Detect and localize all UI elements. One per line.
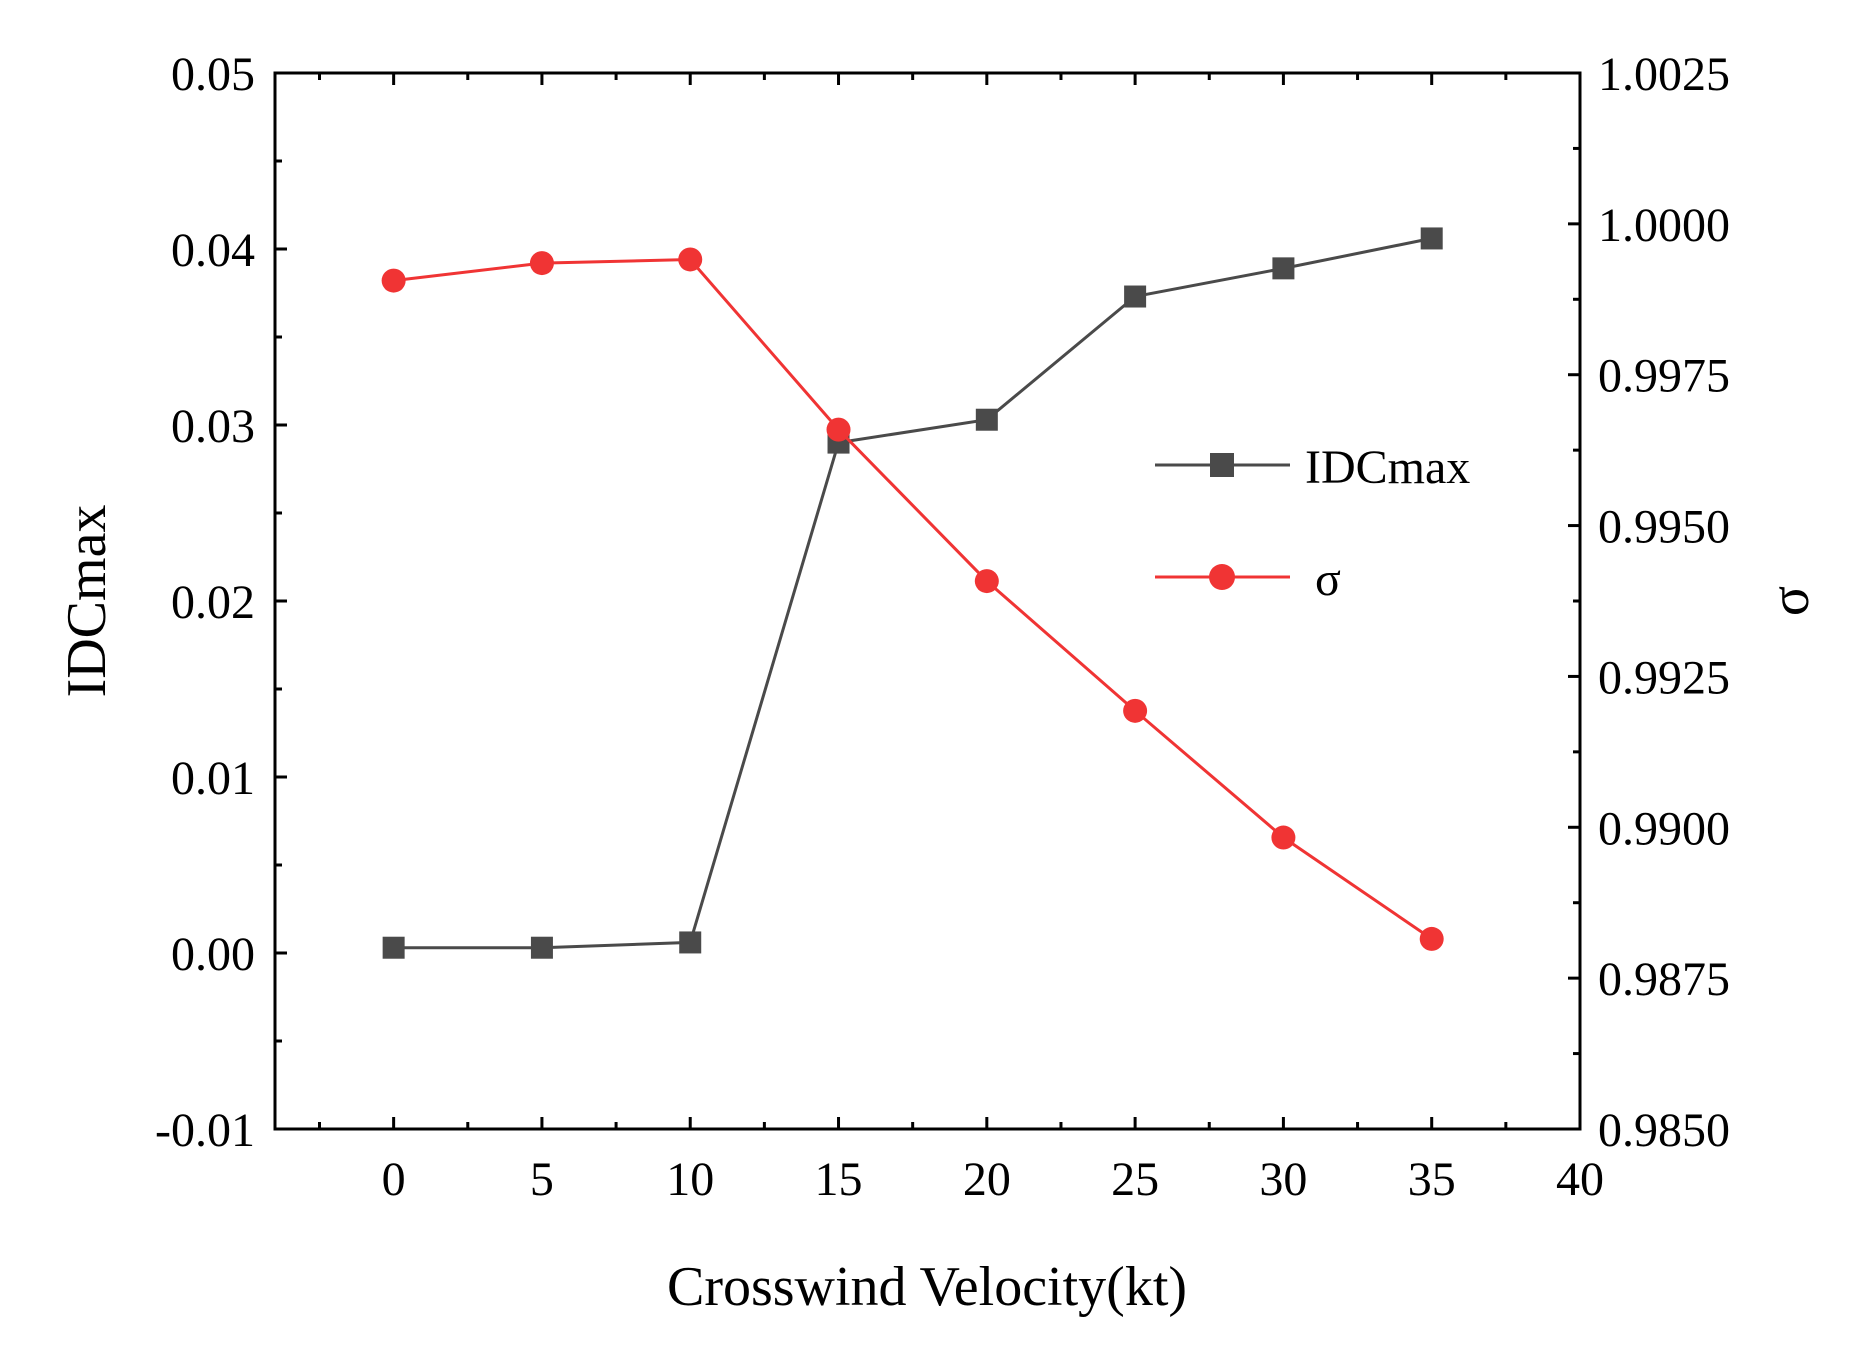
y-right-tick-label: 0.9975 xyxy=(1598,350,1730,403)
y-axis-right-title: σ xyxy=(1759,586,1821,616)
data-point-idcmax xyxy=(1124,285,1147,308)
legend-marker-idcmax xyxy=(1210,453,1234,477)
y-left-tick-label: 0.01 xyxy=(171,752,255,805)
x-tick-label: 5 xyxy=(530,1153,554,1206)
y-left-tick-label: 0.04 xyxy=(171,224,255,277)
y-right-tick-label: 1.0000 xyxy=(1598,199,1730,252)
plot-content xyxy=(381,227,1444,959)
data-point-sigma xyxy=(826,417,851,442)
data-point-idcmax xyxy=(679,931,702,954)
data-point-sigma xyxy=(1123,698,1148,723)
axis-labels: 0 5 10 15 20 25 30 35 40 -0.01 0.00 0.01 0.02 0.03 0.0… xyxy=(155,48,1730,1206)
y-right-tick-label: 1.0025 xyxy=(1598,48,1730,101)
y-right-tick-label: 0.9850 xyxy=(1598,1104,1730,1157)
series-line-sigma xyxy=(393,257,1433,941)
x-tick-label: 35 xyxy=(1408,1153,1456,1206)
x-tick-label: 20 xyxy=(963,1153,1011,1206)
axis-ticks xyxy=(275,71,1582,1131)
data-point-sigma xyxy=(678,247,703,272)
legend-marker-sigma xyxy=(1209,564,1235,590)
y-left-tick-label: 0.02 xyxy=(171,576,255,629)
y-left-tick-label: -0.01 xyxy=(155,1104,255,1157)
x-tick-label: 25 xyxy=(1111,1153,1159,1206)
y-right-tick-label: 0.9875 xyxy=(1598,953,1730,1006)
y-right-tick-label: 0.9950 xyxy=(1598,501,1730,554)
legend-label-idcmax: IDCmax xyxy=(1305,441,1470,494)
data-point-idcmax xyxy=(530,936,553,959)
x-tick-label: 0 xyxy=(382,1153,406,1206)
plot-frame xyxy=(273,71,1582,1131)
x-tick-label: 30 xyxy=(1259,1153,1307,1206)
data-point-idcmax xyxy=(975,408,998,431)
x-tick-label: 40 xyxy=(1556,1153,1604,1206)
y-right-tick-label: 0.9900 xyxy=(1598,802,1730,855)
data-point-sigma xyxy=(1419,926,1444,951)
data-point-idcmax xyxy=(382,936,405,959)
data-point-idcmax xyxy=(1420,227,1443,250)
y-right-tick-label: 0.9925 xyxy=(1598,651,1730,704)
data-point-idcmax xyxy=(1272,257,1295,280)
x-axis-title: Crosswind Velocity(kt) xyxy=(667,1256,1187,1318)
legend: IDCmax σ xyxy=(1155,441,1470,606)
data-point-sigma xyxy=(1271,825,1296,850)
y-left-tick-label: 0.05 xyxy=(171,48,255,101)
data-point-sigma xyxy=(529,251,554,276)
x-tick-label: 15 xyxy=(815,1153,863,1206)
y-axis-left-title: IDCmax xyxy=(56,505,118,698)
legend-label-sigma: σ xyxy=(1315,553,1341,606)
x-tick-label: 10 xyxy=(666,1153,714,1206)
data-point-sigma xyxy=(381,268,406,293)
data-point-sigma xyxy=(974,569,999,594)
series-line-idcmax xyxy=(393,236,1432,950)
y-left-tick-label: 0.00 xyxy=(171,928,255,981)
y-left-tick-label: 0.03 xyxy=(171,400,255,453)
